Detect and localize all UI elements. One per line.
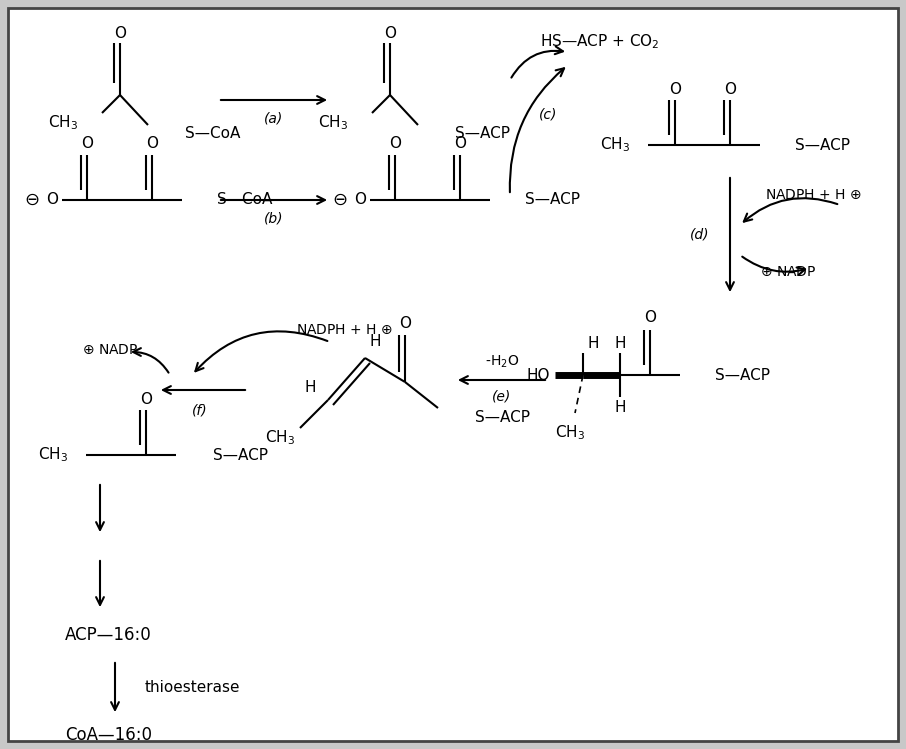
Text: $\oplus$ NADP: $\oplus$ NADP xyxy=(760,265,816,279)
Text: O: O xyxy=(384,25,396,40)
Text: (f): (f) xyxy=(192,403,207,417)
Text: S—ACP: S—ACP xyxy=(525,192,580,207)
Text: -H$_2$O: -H$_2$O xyxy=(485,354,519,370)
Text: O: O xyxy=(669,82,681,97)
Text: $\oplus$ NADP: $\oplus$ NADP xyxy=(82,343,139,357)
Text: $\mathregular{CH_3}$: $\mathregular{CH_3}$ xyxy=(555,424,585,443)
Text: $\ominus$: $\ominus$ xyxy=(24,191,40,209)
Text: H: H xyxy=(587,336,599,351)
Text: O: O xyxy=(140,392,152,407)
Text: S—ACP: S—ACP xyxy=(475,410,530,425)
Text: O: O xyxy=(146,136,158,151)
Text: $\mathregular{CH_3}$: $\mathregular{CH_3}$ xyxy=(38,446,68,464)
Text: $\mathregular{CH_3}$: $\mathregular{CH_3}$ xyxy=(48,114,78,133)
Text: CoA—16:0: CoA—16:0 xyxy=(65,726,152,744)
Text: (e): (e) xyxy=(492,389,512,403)
Text: NADPH + H $\oplus$: NADPH + H $\oplus$ xyxy=(296,323,393,337)
Text: (d): (d) xyxy=(690,228,709,242)
Text: $\ominus$: $\ominus$ xyxy=(333,191,348,209)
Text: S—CoA: S—CoA xyxy=(217,192,273,207)
Text: $\mathregular{CH_3}$: $\mathregular{CH_3}$ xyxy=(600,136,631,154)
Text: S—ACP: S—ACP xyxy=(795,138,850,153)
Text: S—ACP: S—ACP xyxy=(455,126,510,141)
Text: H: H xyxy=(304,380,316,395)
Text: H: H xyxy=(614,336,626,351)
Text: H: H xyxy=(370,335,381,350)
Text: S—ACP: S—ACP xyxy=(715,368,770,383)
Text: HO: HO xyxy=(526,368,550,383)
Text: (b): (b) xyxy=(265,211,284,225)
Text: HS—ACP + CO$_2$: HS—ACP + CO$_2$ xyxy=(540,33,660,52)
Text: $\mathregular{CH_3}$: $\mathregular{CH_3}$ xyxy=(318,114,348,133)
Text: O: O xyxy=(724,82,736,97)
Text: O: O xyxy=(81,136,93,151)
Text: O: O xyxy=(46,192,58,207)
Text: S—ACP: S—ACP xyxy=(213,447,268,462)
Text: (c): (c) xyxy=(539,108,557,122)
Text: (a): (a) xyxy=(265,111,284,125)
Text: H: H xyxy=(614,399,626,414)
Text: O: O xyxy=(114,25,126,40)
Text: O: O xyxy=(389,136,401,151)
Text: O: O xyxy=(399,317,411,332)
Text: $\mathregular{CH_3}$: $\mathregular{CH_3}$ xyxy=(265,428,295,447)
Text: NADPH + H $\oplus$: NADPH + H $\oplus$ xyxy=(765,188,862,202)
Text: O: O xyxy=(644,311,656,326)
Text: thioesterase: thioesterase xyxy=(145,681,240,696)
Text: O: O xyxy=(454,136,466,151)
Text: ACP—16:0: ACP—16:0 xyxy=(65,626,151,644)
Text: S—CoA: S—CoA xyxy=(185,126,240,141)
Text: O: O xyxy=(354,192,366,207)
